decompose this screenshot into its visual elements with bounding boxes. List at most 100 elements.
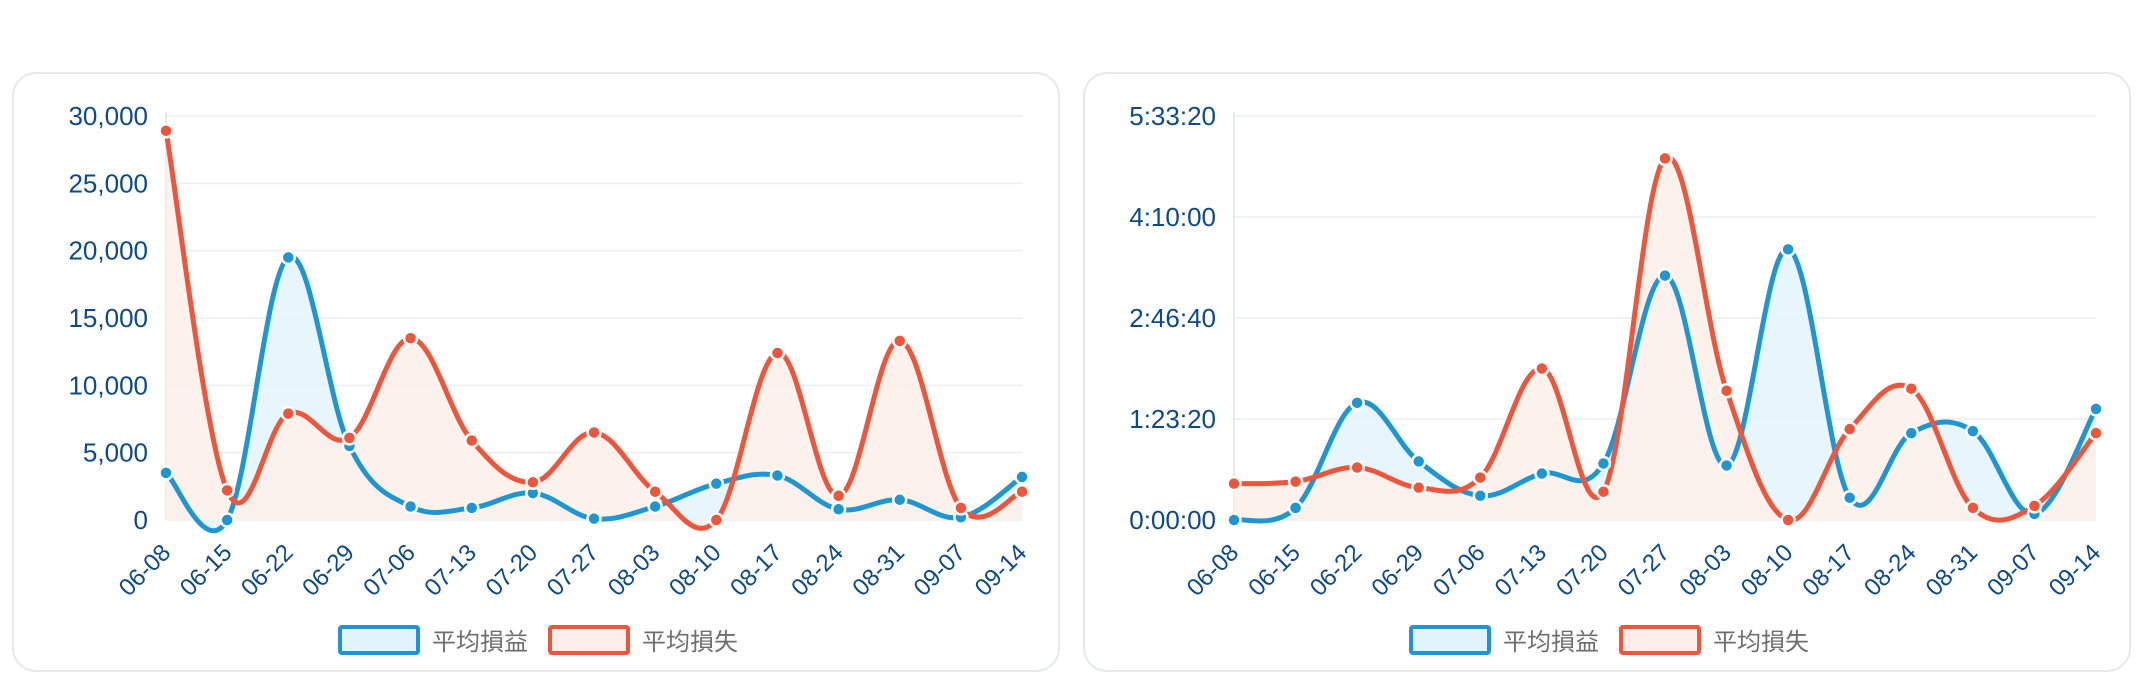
right-chart-point-series-0[interactable]	[1287, 500, 1304, 516]
right-chart-point-series-1[interactable]	[1226, 475, 1242, 492]
left-chart-point-series-1[interactable]	[830, 488, 847, 504]
left-chart-point-series-1[interactable]	[402, 330, 419, 346]
left-chart-x-tick-label: 07-13	[419, 539, 482, 602]
left-chart-point-series-1[interactable]	[953, 500, 969, 516]
right-chart-point-series-0[interactable]	[1349, 395, 1365, 411]
right-chart-point-series-1[interactable]	[1534, 360, 1550, 377]
right-chart-point-series-0[interactable]	[1410, 453, 1427, 470]
right-chart-point-series-1[interactable]	[1287, 473, 1304, 490]
right-chart-point-series-1[interactable]	[1349, 459, 1365, 476]
left-chart-point-series-0[interactable]	[158, 465, 174, 481]
right-chart-x-tick-label: 08-03	[1674, 539, 1737, 602]
left-chart-y-tick-label: 20,000	[68, 236, 148, 266]
left-chart-point-series-1[interactable]	[158, 123, 174, 139]
right-chart-point-series-1[interactable]	[1965, 500, 1981, 516]
chart-panel-left: 30,000 25,000 20,000 15,000 10,000 5,000 0 06-0…	[12, 72, 1060, 672]
right-chart-point-series-1[interactable]	[1657, 150, 1673, 167]
right-chart-point-series-1[interactable]	[2088, 425, 2104, 441]
left-chart-point-series-0[interactable]	[647, 498, 663, 515]
left-chart-y-tick-label: 25,000	[68, 168, 148, 198]
right-chart-point-series-1[interactable]	[1472, 469, 1489, 486]
left-chart-point-series-0[interactable]	[1014, 469, 1030, 485]
left-chart-x-tick-label: 07-20	[481, 539, 544, 602]
right-chart-point-series-0[interactable]	[1595, 455, 1612, 472]
left-chart-point-series-0[interactable]	[463, 500, 480, 516]
left-chart-point-series-0[interactable]	[769, 467, 786, 484]
right-chart-legend: 平均損益 平均損失	[1409, 625, 1809, 656]
left-chart-point-series-0[interactable]	[708, 475, 725, 492]
left-chart-legend-label: 平均損益	[432, 629, 528, 656]
right-chart-point-series-1[interactable]	[1410, 479, 1427, 496]
right-chart-x-axis: 06-08 06-15 06-22 06-29 07-06 07-13 07-20 07-27…	[1182, 539, 2107, 602]
left-chart-y-tick-label: 10,000	[68, 370, 148, 400]
left-chart-point-series-0[interactable]	[280, 249, 297, 266]
left-chart-point-series-1[interactable]	[525, 474, 541, 491]
left-chart-x-tick-label: 08-10	[664, 539, 727, 602]
right-chart-point-series-1[interactable]	[1780, 512, 1796, 528]
left-chart-point-series-1[interactable]	[463, 432, 480, 449]
left-chart-point-series-1[interactable]	[280, 405, 297, 422]
right-chart-x-tick-label: 08-24	[1859, 539, 1922, 602]
right-chart-line-series-0	[1231, 246, 2099, 524]
right-chart-point-series-0[interactable]	[1226, 512, 1242, 528]
left-chart-y-tick-label: 0	[134, 505, 148, 535]
right-chart-point-series-0[interactable]	[1780, 241, 1796, 258]
left-chart-point-series-0[interactable]	[586, 510, 602, 527]
left-chart-point-series-1[interactable]	[1014, 483, 1030, 500]
right-chart-point-series-0[interactable]	[1841, 490, 1858, 506]
right-chart-point-series-1[interactable]	[1595, 483, 1612, 500]
right-chart-y-axis: 5:33:20 4:10:00 2:46:40 1:23:20 0:00:00	[1129, 101, 1235, 535]
left-chart-x-tick-label: 08-24	[786, 539, 849, 602]
left-chart-point-series-1[interactable]	[586, 424, 602, 441]
left-chart-point-series-1[interactable]	[219, 482, 235, 499]
left-chart-point-series-1[interactable]	[891, 333, 908, 349]
right-chart-y-tick-label: 2:46:40	[1129, 303, 1216, 333]
left-chart-point-series-1[interactable]	[708, 512, 725, 528]
right-chart-x-tick-label: 06-29	[1366, 539, 1429, 602]
left-chart-x-axis: 06-0806-1506-2206-2907-0607-1307-2007-27…	[114, 539, 1033, 602]
right-chart-point-series-1[interactable]	[1718, 382, 1735, 399]
left-chart-legend-swatch	[548, 625, 630, 655]
left-chart-x-tick-label: 06-22	[236, 539, 299, 602]
left-chart-y-tick-label: 5,000	[83, 438, 148, 468]
left-chart-legend-swatch	[338, 625, 420, 655]
right-chart-y-tick-label: 0:00:00	[1129, 505, 1216, 535]
left-chart-point-series-0[interactable]	[830, 501, 847, 517]
left-chart-point-series-0[interactable]	[219, 512, 235, 528]
right-chart-legend-label: 平均損失	[1713, 629, 1809, 656]
left-chart-legend-item-0[interactable]: 平均損益	[338, 625, 528, 656]
left-chart-point-series-0[interactable]	[402, 498, 419, 515]
right-chart-x-tick-label: 06-15	[1243, 539, 1306, 602]
right-chart-legend-swatch	[1409, 625, 1491, 655]
right-chart-point-series-0[interactable]	[1903, 425, 1920, 441]
right-chart-point-series-0[interactable]	[1657, 267, 1673, 284]
left-chart-point-series-1[interactable]	[769, 345, 786, 361]
right-chart-point-series-0[interactable]	[1718, 457, 1735, 474]
left-chart-legend-label: 平均損失	[642, 629, 738, 656]
right-chart-point-series-1[interactable]	[1841, 421, 1858, 437]
left-chart-y-tick-label: 30,000	[68, 101, 148, 131]
right-chart-x-tick-label: 06-08	[1182, 539, 1245, 602]
left-chart-legend-item-1[interactable]: 平均損失	[548, 625, 738, 656]
right-chart-legend-item-1[interactable]: 平均損失	[1619, 625, 1809, 656]
left-chart-x-tick-label: 08-17	[725, 539, 788, 602]
left-chart-points	[158, 123, 1030, 528]
left-chart-point-series-0[interactable]	[891, 492, 908, 508]
left-chart-x-tick-label: 08-31	[847, 539, 910, 602]
left-chart-point-series-1[interactable]	[341, 430, 358, 446]
left-chart-areas	[166, 130, 1022, 531]
right-chart-point-series-0[interactable]	[1534, 465, 1550, 482]
left-chart-x-tick-label: 08-03	[603, 539, 666, 602]
right-chart-point-series-1[interactable]	[2026, 498, 2043, 514]
right-chart-x-tick-label: 07-27	[1613, 539, 1676, 602]
right-chart-point-series-0[interactable]	[1472, 488, 1489, 504]
right-chart-point-series-1[interactable]	[1903, 380, 1920, 397]
left-chart-point-series-1[interactable]	[647, 483, 663, 500]
right-chart-x-tick-label: 09-07	[1982, 539, 2045, 602]
right-chart-point-series-0[interactable]	[2088, 401, 2104, 417]
right-chart-y-tick-label: 4:10:00	[1129, 202, 1216, 232]
left-chart-x-tick-label: 07-06	[358, 539, 421, 602]
right-chart-x-tick-label: 07-20	[1551, 539, 1614, 602]
right-chart-point-series-0[interactable]	[1965, 423, 1981, 439]
right-chart-legend-item-0[interactable]: 平均損益	[1409, 625, 1599, 656]
